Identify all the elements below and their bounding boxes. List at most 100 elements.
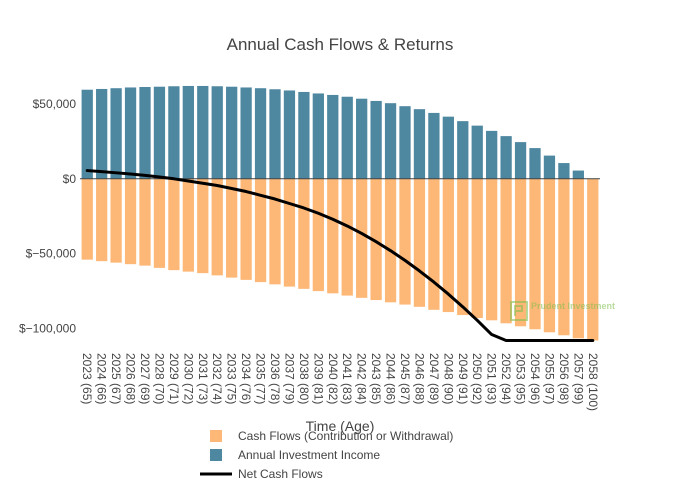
investment-income-bar — [341, 96, 353, 179]
x-tick-label: 2030 (72) — [181, 353, 195, 404]
x-tick-label: 2028 (70) — [152, 353, 166, 404]
x-tick-label: 2048 (90) — [441, 353, 455, 404]
x-axis: 2023 (65) 2024 (66) 2025 (67) 2026 (68) 2027… — [80, 353, 600, 411]
investment-income-bar — [312, 93, 324, 179]
x-tick-label: 2055 (97) — [542, 353, 556, 404]
investment-income-bar — [399, 106, 411, 179]
investment-income-bar — [370, 100, 382, 179]
x-tick-label: 2034 (76) — [239, 353, 253, 404]
investment-income-bar — [486, 130, 498, 179]
x-tick-label: 2040 (82) — [326, 353, 340, 404]
x-tick-label: 2036 (78) — [268, 353, 282, 404]
cash-flow-bar — [356, 178, 368, 298]
x-tick-label: 2050 (92) — [470, 353, 484, 404]
cash-flow-bar — [211, 178, 223, 276]
x-tick-label: 2027 (69) — [138, 353, 152, 404]
cash-flow-bar — [182, 178, 194, 272]
x-tick-label: 2042 (84) — [355, 353, 369, 404]
x-tick-label: 2024 (66) — [95, 353, 109, 404]
investment-income-bar — [413, 109, 426, 179]
cash-flow-bar — [153, 178, 166, 268]
cash-flow-bar — [572, 178, 584, 339]
cash-flow-bar — [240, 178, 252, 280]
x-tick-label: 2051 (93) — [485, 353, 499, 404]
investment-income-bar — [442, 116, 454, 179]
cash-flow-bar — [399, 178, 411, 305]
investment-income-bar — [572, 170, 584, 179]
cash-flow-bar — [442, 178, 454, 313]
x-tick-label: 2039 (81) — [311, 353, 325, 404]
investment-income-bar — [96, 88, 108, 179]
plot-area: Prudent Investment — [80, 85, 615, 343]
cash-flow-bar — [428, 178, 440, 310]
investment-income-bar — [226, 86, 238, 179]
y-tick-label: $−100,000 — [19, 322, 76, 336]
x-tick-label: 2053 (95) — [514, 353, 528, 404]
y-tick-label: $−50,000 — [26, 247, 77, 261]
legend-item[interactable]: Annual Investment Income — [210, 448, 380, 462]
legend-label: Net Cash Flows — [238, 467, 323, 481]
x-tick-label: 2031 (73) — [196, 353, 210, 404]
cash-flow-bar — [226, 178, 238, 278]
cash-flow-bar — [168, 178, 180, 271]
cash-flow-bar — [312, 178, 324, 292]
x-tick-label: 2044 (86) — [384, 353, 398, 404]
legend-label: Annual Investment Income — [238, 448, 380, 462]
x-tick-label: 2023 (65) — [80, 353, 94, 404]
investment-income-bar — [514, 142, 527, 179]
x-tick-label: 2037 (79) — [282, 353, 296, 404]
x-tick-label: 2038 (80) — [297, 353, 311, 404]
cash-flow-bar — [96, 178, 108, 262]
cash-flow-bar — [558, 178, 570, 336]
x-tick-label: 2033 (75) — [225, 353, 239, 404]
cash-flow-bar — [124, 178, 137, 265]
cash-flow-bar — [587, 178, 599, 341]
investment-income-bar — [254, 88, 267, 179]
investment-income-bar — [168, 86, 180, 179]
investment-income-bar — [211, 86, 223, 179]
cash-flow-bar — [327, 178, 339, 294]
investment-income-bar — [139, 87, 151, 179]
legend-item[interactable]: Net Cash Flows — [200, 467, 323, 481]
cash-flow-bar — [283, 178, 296, 287]
investment-income-bar — [543, 155, 556, 179]
cash-flow-bar — [139, 178, 151, 266]
watermark-text: Prudent Investment — [531, 301, 615, 311]
investment-income-bar — [384, 103, 397, 179]
cash-flow-bar — [471, 178, 483, 319]
investment-income-bar — [269, 89, 281, 179]
investment-income-bar — [153, 86, 166, 179]
cash-flow-bar — [500, 178, 512, 324]
cash-flow-bar — [543, 178, 556, 333]
investment-income-bar — [558, 163, 570, 179]
investment-income-bar — [471, 125, 483, 179]
legend-item[interactable]: Cash Flows (Contribution or Withdrawal) — [210, 429, 453, 443]
x-tick-label: 2025 (67) — [109, 353, 123, 404]
chart-title: Annual Cash Flows & Returns — [227, 35, 454, 54]
cash-flow-bar — [384, 178, 397, 303]
cash-flow-bar — [514, 178, 527, 327]
x-tick-label: 2043 (85) — [369, 353, 383, 404]
legend-swatch — [210, 449, 222, 461]
x-tick-label: 2026 (68) — [124, 353, 138, 404]
investment-income-bar — [197, 85, 209, 179]
cash-flow-bar — [457, 178, 469, 316]
x-tick-label: 2054 (96) — [528, 353, 542, 404]
investment-income-bar — [182, 85, 194, 179]
investment-income-bar — [124, 87, 137, 179]
x-tick-label: 2049 (91) — [456, 353, 470, 404]
y-tick-label: $50,000 — [33, 97, 77, 111]
investment-income-bar — [81, 89, 93, 179]
net-cash-flow-line — [85, 169, 595, 343]
cash-flow-bar — [110, 178, 122, 263]
investment-income-bar — [327, 94, 339, 179]
cash-flow-bar — [197, 178, 209, 274]
investment-income-bar — [283, 90, 296, 179]
legend: Cash Flows (Contribution or Withdrawal) A… — [200, 429, 453, 481]
investment-income-bar — [110, 88, 122, 179]
x-tick-label: 2056 (98) — [557, 353, 571, 404]
cash-flow-bar — [370, 178, 382, 301]
cash-flow-bar — [81, 178, 93, 260]
x-tick-label: 2035 (77) — [254, 353, 268, 404]
x-tick-label: 2046 (88) — [412, 353, 426, 404]
